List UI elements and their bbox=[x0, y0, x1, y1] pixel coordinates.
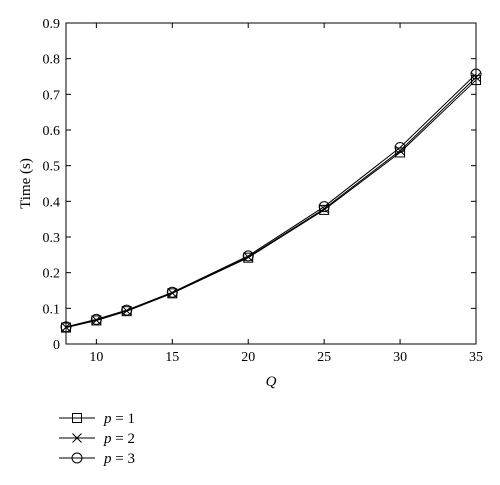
y-tick-label: 0.2 bbox=[43, 267, 61, 282]
legend-variable: p bbox=[103, 411, 112, 427]
plot-area bbox=[65, 22, 477, 345]
x-tick-label: 25 bbox=[317, 350, 331, 365]
y-tick-label: 0.5 bbox=[43, 160, 61, 175]
series-line bbox=[65, 76, 477, 328]
data-point bbox=[242, 250, 254, 262]
y-tick-label: 0.6 bbox=[43, 124, 61, 139]
legend-value: = 3 bbox=[112, 451, 135, 467]
legend-marker bbox=[71, 452, 83, 464]
x-tick-label: 30 bbox=[393, 350, 407, 365]
legend-label: p = 1 bbox=[103, 411, 135, 427]
legend-variable: p bbox=[103, 431, 112, 447]
x-axis-title: Q bbox=[266, 374, 277, 390]
series-1 bbox=[61, 75, 481, 333]
data-point bbox=[90, 313, 102, 325]
data-point bbox=[470, 68, 482, 80]
legend-item-1: p = 1 bbox=[59, 411, 135, 427]
data-point bbox=[318, 201, 330, 213]
y-tick-label: 0.8 bbox=[43, 53, 61, 68]
data-point bbox=[471, 72, 481, 83]
y-tick-label: 0.9 bbox=[43, 17, 61, 32]
y-tick-label: 0.3 bbox=[43, 231, 61, 246]
data-point bbox=[394, 141, 406, 153]
data-point bbox=[60, 321, 72, 333]
legend-marker bbox=[72, 433, 82, 443]
series-line bbox=[65, 73, 477, 328]
y-axis: 0 0.1 0.2 0.3 0.4 0.5 0.6 0.7 0.8 0.9 bbox=[43, 17, 476, 353]
series-3 bbox=[60, 68, 482, 333]
series-group bbox=[60, 68, 482, 333]
x-tick-label: 20 bbox=[241, 350, 255, 365]
data-point bbox=[166, 286, 178, 298]
data-point bbox=[319, 203, 330, 214]
y-tick-label: 0 bbox=[53, 338, 60, 353]
data-point bbox=[121, 304, 133, 316]
legend: p = 1p = 2p = 3 bbox=[59, 411, 135, 467]
x-tick-label: 15 bbox=[165, 350, 179, 365]
legend-label: p = 2 bbox=[103, 431, 135, 447]
legend-variable: p bbox=[103, 451, 112, 467]
data-point bbox=[471, 75, 481, 86]
series-line bbox=[65, 79, 477, 329]
legend-value: = 1 bbox=[112, 411, 135, 427]
legend-value: = 2 bbox=[112, 431, 135, 447]
x-tick-label: 35 bbox=[469, 350, 483, 365]
x-tick-label: 10 bbox=[89, 350, 103, 365]
legend-item-2: p = 2 bbox=[59, 431, 135, 447]
legend-label: p = 3 bbox=[103, 451, 135, 467]
legend-item-3: p = 3 bbox=[59, 451, 135, 467]
legend-marker bbox=[72, 413, 82, 423]
x-axis: 10 15 20 25 30 35 bbox=[89, 23, 483, 365]
series-2 bbox=[61, 72, 481, 333]
plot-frame bbox=[65, 22, 477, 345]
y-tick-label: 0.4 bbox=[43, 195, 61, 210]
y-tick-label: 0.1 bbox=[43, 302, 61, 317]
data-point bbox=[395, 145, 405, 156]
y-axis-title: Time (s) bbox=[18, 158, 34, 209]
y-tick-label: 0.7 bbox=[43, 88, 61, 103]
